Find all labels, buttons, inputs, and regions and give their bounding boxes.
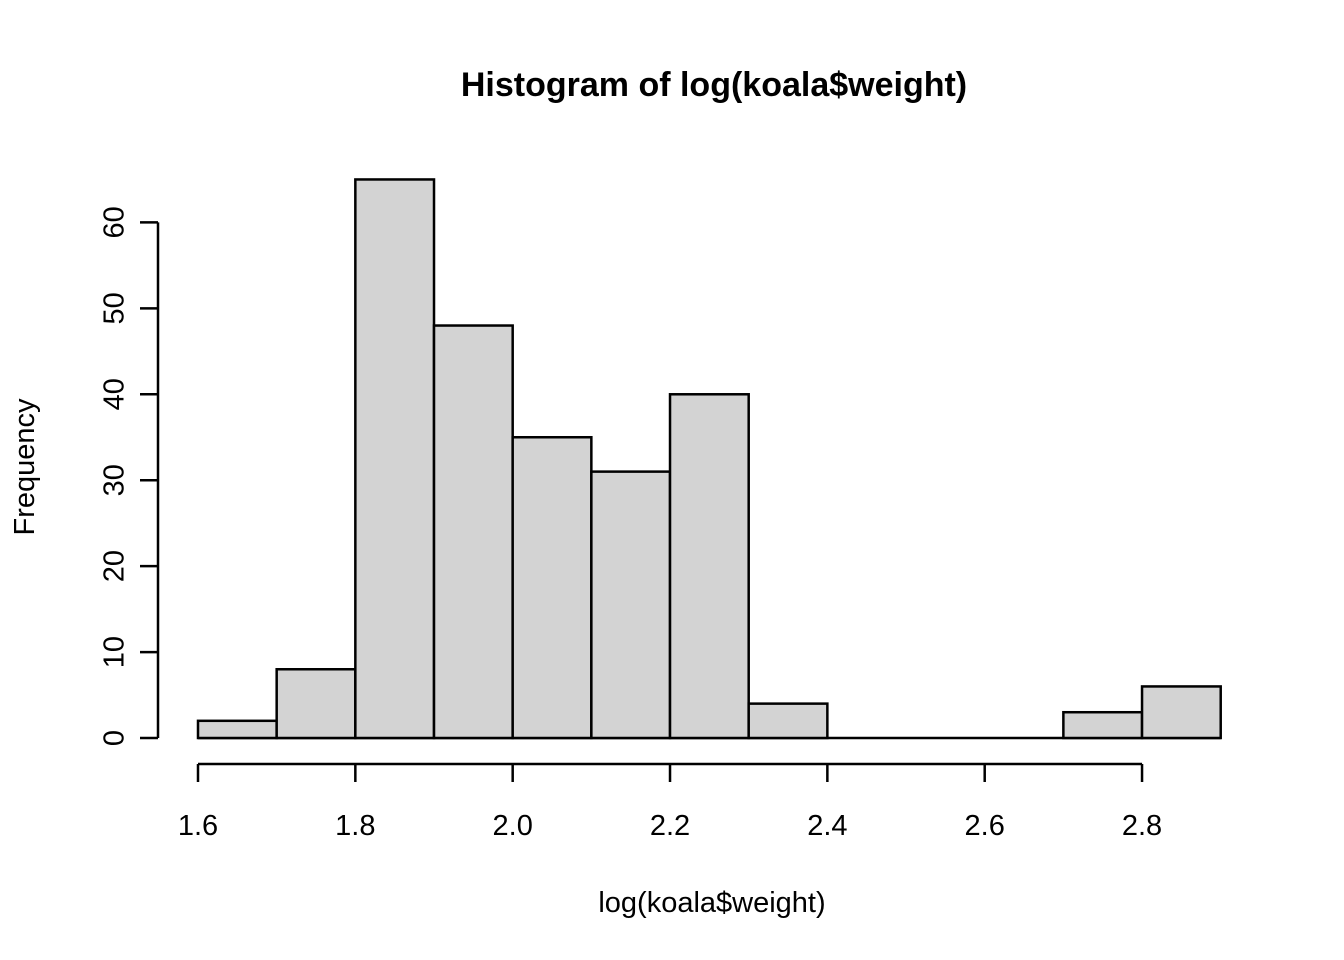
y-tick-label: 30	[99, 464, 131, 496]
y-tick-label: 0	[99, 730, 131, 746]
histogram-bar	[354, 178, 436, 740]
histogram-bar	[590, 470, 672, 740]
x-tick-label: 2.8	[1122, 810, 1162, 842]
histogram-bar	[1140, 685, 1222, 740]
histogram-bar	[747, 702, 829, 740]
y-tick-label: 20	[99, 550, 131, 582]
x-axis-label: log(koala$weight)	[598, 887, 825, 919]
x-tick-label: 2.0	[493, 810, 533, 842]
y-tick-label: 60	[99, 206, 131, 238]
y-axis-label: Frequency	[9, 398, 41, 536]
y-tick-label: 10	[99, 636, 131, 668]
histogram-bar	[196, 719, 278, 740]
histogram-bar	[668, 393, 750, 740]
y-tick-label: 50	[99, 292, 131, 324]
histogram-bar	[511, 435, 593, 740]
histogram-bar	[1062, 710, 1144, 740]
x-tick-label: 1.6	[178, 810, 218, 842]
x-tick-label: 1.8	[335, 810, 375, 842]
x-tick-label: 2.6	[965, 810, 1005, 842]
x-tick-label: 2.2	[650, 810, 690, 842]
chart-title: Histogram of log(koala$weight)	[461, 66, 967, 104]
y-tick-label: 40	[99, 378, 131, 410]
histogram-bar	[432, 324, 514, 740]
x-tick-label: 2.4	[807, 810, 847, 842]
histogram-bar	[275, 668, 357, 740]
